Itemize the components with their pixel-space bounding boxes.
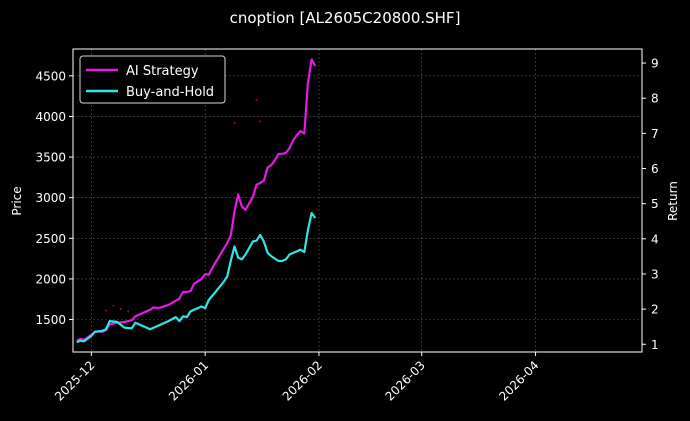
- y-left-tick-label: 3000: [35, 191, 66, 205]
- y-axis-left: 1500 2000 2500 3000 3500 4000 4500: [35, 69, 73, 327]
- y-left-tick-label: 2500: [35, 232, 66, 246]
- legend-label-ai-strategy: AI Strategy: [126, 64, 199, 79]
- y-right-tick-label: 2: [651, 303, 659, 317]
- plot-frame: [72, 48, 643, 353]
- y-right-tick-label: 9: [651, 57, 659, 71]
- y-right-tick-label: 1: [651, 338, 659, 352]
- y-axis-right-label: Return: [666, 181, 680, 221]
- y-axis-right: 1 2 3 4 5 6 7 8 9: [642, 57, 659, 352]
- trade-marker: [259, 120, 262, 123]
- grid: [73, 49, 642, 352]
- y-left-tick-label: 2000: [35, 272, 66, 286]
- chart-title: cnoption [AL2605C20800.SHF]: [230, 9, 461, 27]
- y-right-tick-label: 4: [651, 232, 659, 246]
- y-left-tick-label: 4000: [35, 110, 66, 124]
- trade-markers: [105, 99, 262, 313]
- trade-marker: [233, 121, 236, 124]
- legend: AI Strategy Buy-and-Hold: [79, 55, 226, 104]
- series-lines: [76, 58, 317, 344]
- series-line-buy-and-hold: [76, 212, 317, 344]
- series-line-ai-strategy: [76, 58, 317, 342]
- y-right-tick-label: 5: [651, 197, 659, 211]
- trade-marker: [119, 307, 122, 310]
- y-left-tick-label: 3500: [35, 151, 66, 165]
- y-right-tick-label: 7: [651, 127, 659, 141]
- trade-marker: [255, 99, 258, 102]
- y-left-tick-label: 1500: [35, 313, 66, 327]
- y-right-tick-label: 8: [651, 92, 659, 106]
- y-right-tick-label: 6: [651, 162, 659, 176]
- y-left-tick-label: 4500: [35, 69, 66, 83]
- trade-marker: [112, 304, 115, 307]
- legend-label-buy-and-hold: Buy-and-Hold: [126, 85, 214, 100]
- y-axis-left-label: Price: [10, 186, 24, 215]
- trade-marker: [127, 310, 130, 313]
- trade-marker: [105, 309, 108, 312]
- y-right-tick-label: 3: [651, 267, 659, 281]
